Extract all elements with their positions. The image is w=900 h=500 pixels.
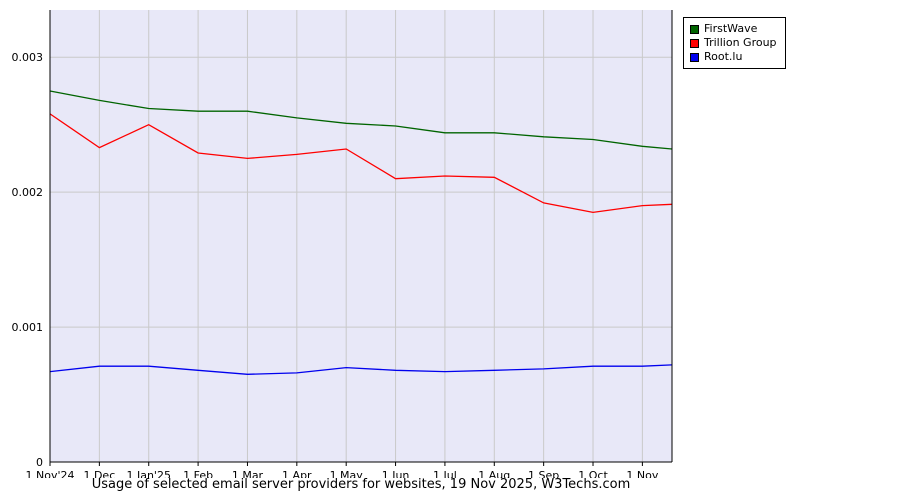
y-tick-label: 0 — [36, 456, 43, 469]
usage-line-chart: 1 Nov'24 1 Dec 1 Jan'25 1 Feb 1 Mar 1 Apr 1 Ma… — [12, 10, 673, 478]
x-tick-label: 1 Jul — [433, 469, 457, 478]
x-tick-label: 1 Jun — [382, 469, 410, 478]
y-tick-label: 0.002 — [12, 186, 44, 199]
x-tick-label: 1 Nov — [626, 469, 658, 478]
x-tick-label: 1 Jan'25 — [126, 469, 170, 478]
legend-swatch — [690, 38, 699, 48]
y-tick-label: 0.001 — [12, 321, 44, 334]
x-tick-label: 1 Dec — [83, 469, 115, 478]
legend-item: Trillion Group — [690, 36, 777, 50]
series-line-firstwave — [49, 90, 673, 150]
series-line-root-lu — [49, 364, 673, 375]
legend-label: FirstWave — [704, 22, 758, 35]
series-line-trillion-group — [49, 113, 673, 214]
legend-label: Trillion Group — [704, 36, 777, 49]
legend-swatch — [690, 52, 699, 62]
y-tick-label: 0.003 — [12, 51, 44, 64]
legend-label: Root.lu — [704, 50, 743, 63]
x-tick-label: 1 Oct — [578, 469, 608, 478]
plot-area — [50, 10, 672, 462]
legend-swatch — [690, 24, 699, 34]
legend-item: FirstWave — [690, 22, 777, 36]
chart-legend: FirstWave Trillion Group Root.lu — [683, 17, 786, 69]
x-tick-label: 1 Mar — [232, 469, 264, 478]
x-tick-label: 1 Feb — [183, 469, 213, 478]
legend-item: Root.lu — [690, 50, 777, 64]
chart-title: Usage of selected email server providers… — [91, 477, 631, 492]
x-tick-label: 1 Sep — [528, 469, 559, 478]
x-tick-label: 1 Nov'24 — [26, 469, 75, 478]
x-tick-label: 1 May — [330, 469, 364, 478]
x-tick-label: 1 Apr — [282, 469, 312, 478]
x-tick-label: 1 Aug — [478, 469, 510, 478]
